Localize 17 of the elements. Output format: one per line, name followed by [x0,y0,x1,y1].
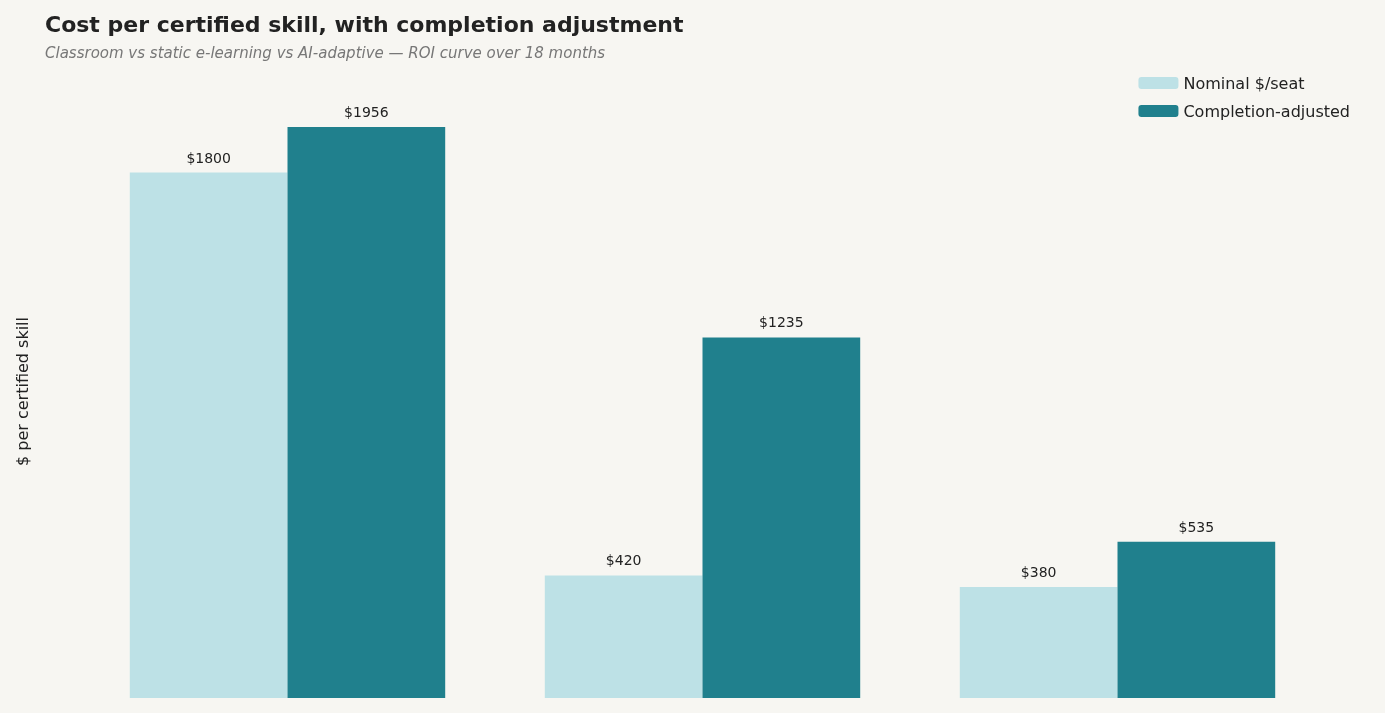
data-label: $380 [1020,564,1057,581]
bar [544,575,703,698]
data-label: $535 [1178,518,1215,535]
legend-label: Nominal $/seat [1183,73,1305,93]
bar [1117,541,1276,698]
data-label: $1235 [759,314,804,331]
legend-label: Completion-adjusted [1183,101,1351,121]
bar [129,172,288,698]
bar [702,337,861,698]
data-label: $420 [605,552,642,569]
data-label: $1956 [344,104,389,121]
chart-subtitle: Classroom vs static e-learning vs AI-adaptive — ROI curve over 18 months [45,43,606,62]
chart-title: Cost per certified skill, with completion adjustment [45,11,684,37]
bar [959,587,1118,698]
y-axis-title: $ per certified skill [12,317,32,466]
bar [287,127,446,698]
data-label: $1800 [186,149,231,166]
